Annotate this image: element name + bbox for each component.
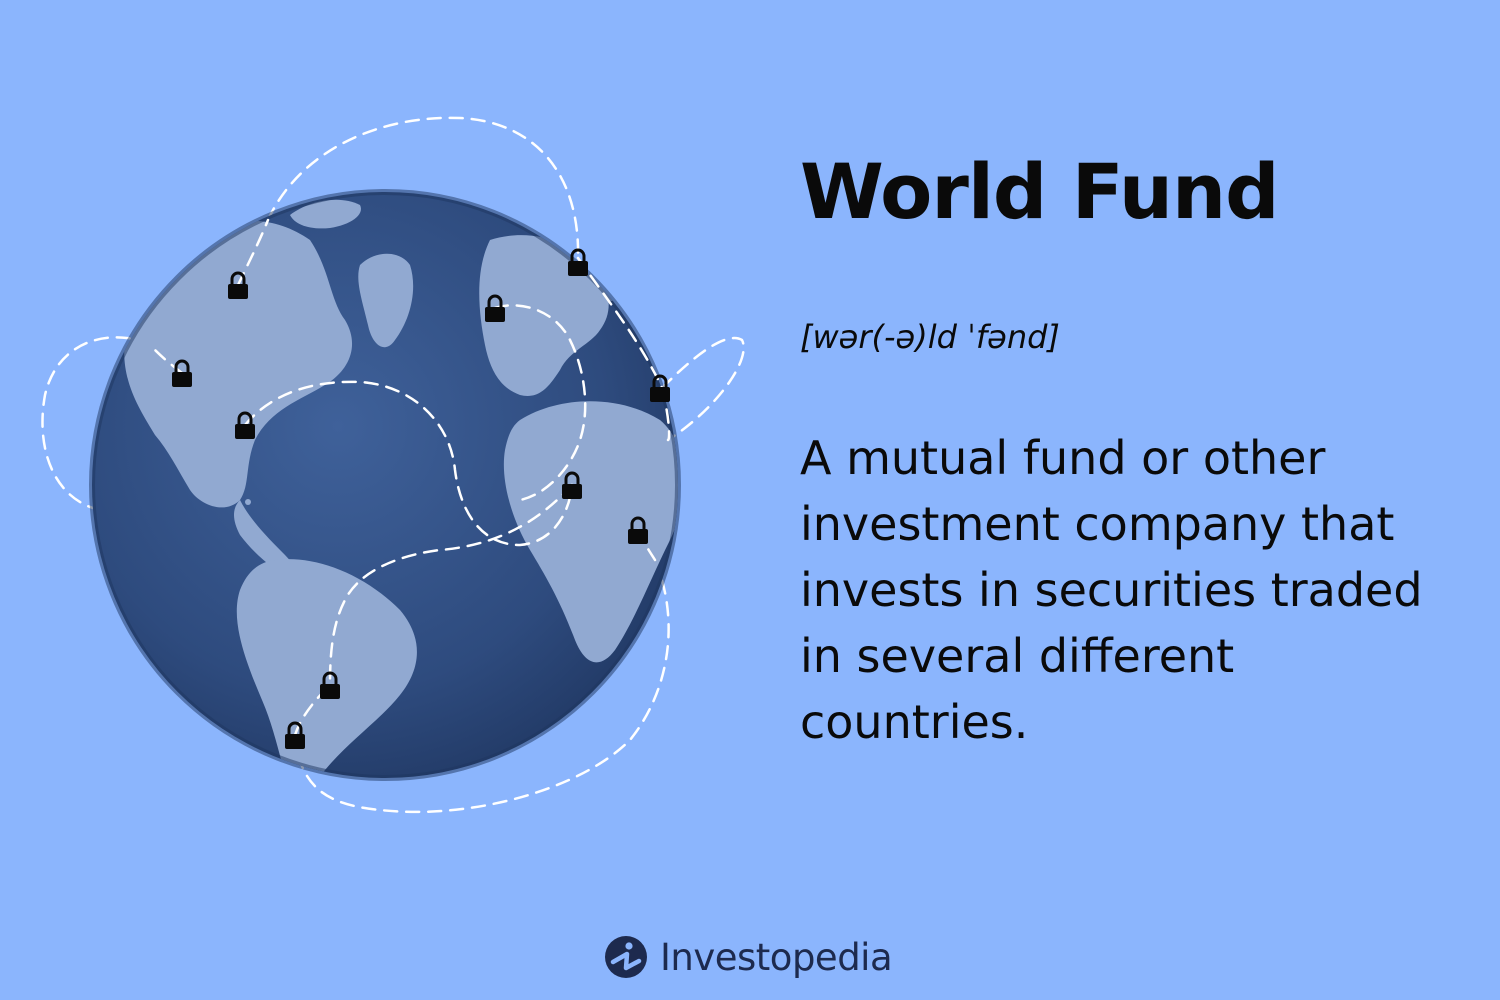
definition-text: A mutual fund or other investment compan… [800, 431, 1423, 749]
globe-illustration [41, 116, 745, 814]
brand-footer: Investopedia [604, 932, 893, 982]
pronunciation: [wər(-ə)ld ˈfənd] [800, 318, 1060, 356]
padlock-icon [566, 248, 590, 278]
term-title: World Fund [800, 147, 1279, 236]
brand-name: Investopedia [660, 935, 893, 979]
route-lines-front [148, 218, 671, 737]
investopedia-logo-icon [605, 936, 647, 978]
